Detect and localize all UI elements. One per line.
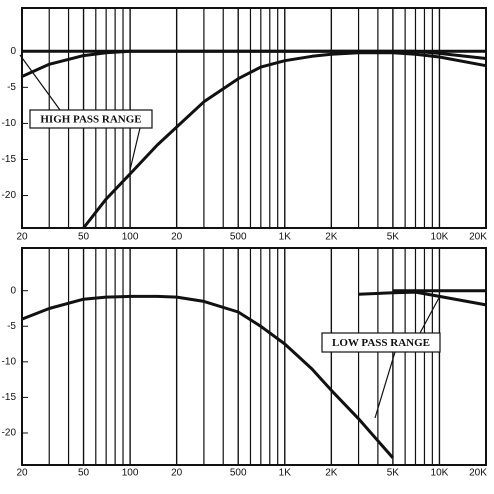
x-tick-label: 500 (230, 232, 247, 243)
x-tick-label: 100 (122, 468, 139, 479)
y-tick-label: -10 (2, 356, 17, 367)
y-tick-label: -10 (2, 118, 17, 129)
x-tick-label: 500 (230, 468, 247, 479)
leader-line (19, 54, 61, 111)
annotation: HIGH PASS RANGE (40, 114, 141, 126)
x-tick-label: 1K (279, 232, 292, 243)
x-tick-label: 50 (78, 232, 90, 243)
x-tick-label: 100 (122, 232, 139, 243)
x-tick-label: 1K (279, 468, 292, 479)
y-tick-label: 0 (10, 285, 16, 296)
x-tick-label: 20 (171, 232, 183, 243)
x-tick-label: 20 (16, 232, 28, 243)
y-tick-label: -15 (2, 154, 17, 165)
plot-frame (21, 247, 487, 466)
y-tick-label: -5 (7, 82, 16, 93)
response-curve (21, 294, 395, 459)
annotation-box (29, 109, 153, 129)
x-tick-label: 2K (325, 468, 338, 479)
x-tick-label: 20 (171, 468, 183, 479)
x-tick-label: 5K (387, 468, 400, 479)
x-tick-label: 20 (16, 468, 28, 479)
x-tick-label: 20K (469, 232, 487, 243)
leader-line (129, 127, 141, 171)
y-tick-label: -5 (7, 321, 16, 332)
x-tick-label: 10K (431, 232, 449, 243)
x-tick-label: 20K (469, 468, 487, 479)
annotation-box (321, 332, 441, 353)
leader-line (374, 351, 396, 419)
x-tick-label: 50 (78, 468, 90, 479)
response-curve (21, 49, 487, 78)
y-tick-label: -20 (2, 190, 17, 201)
y-tick-label: 0 (10, 46, 16, 57)
leader-line (419, 295, 441, 334)
x-tick-label: 2K (325, 232, 338, 243)
y-tick-label: -20 (2, 428, 17, 439)
y-tick-label: -15 (2, 392, 17, 403)
annotation: LOW PASS RANGE (332, 337, 430, 349)
x-tick-label: 10K (431, 468, 449, 479)
x-tick-label: 5K (387, 232, 400, 243)
response-curve (82, 51, 487, 229)
